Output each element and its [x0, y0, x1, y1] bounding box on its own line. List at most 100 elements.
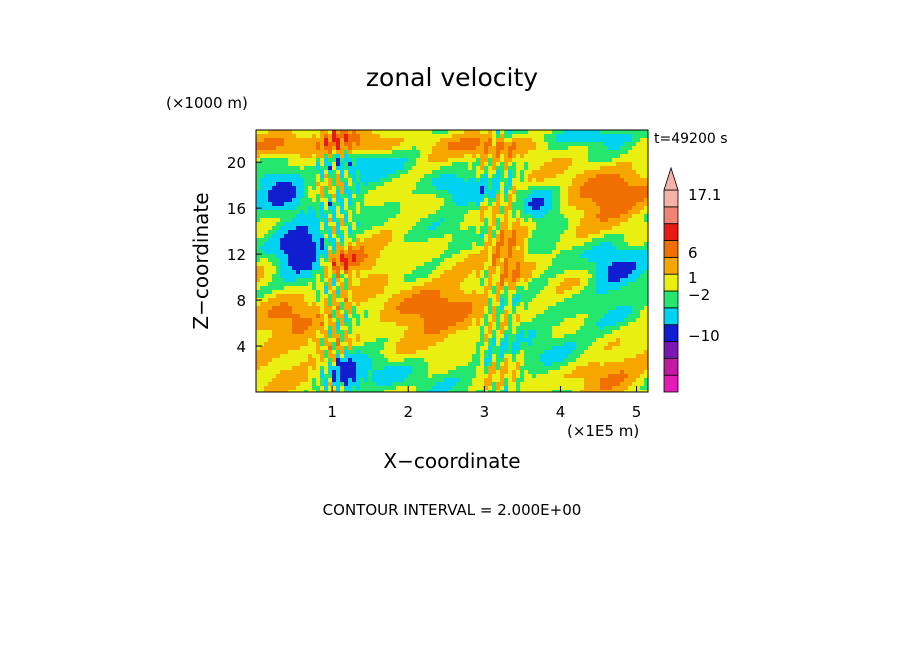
field-cell	[492, 182, 497, 187]
field-cell	[488, 218, 493, 223]
field-cell	[480, 318, 485, 323]
field-cell	[488, 282, 493, 287]
field-cell	[296, 214, 301, 219]
field-cell	[348, 246, 353, 251]
field-cell	[540, 314, 545, 319]
field-cell	[592, 318, 597, 323]
field-cell	[360, 242, 365, 247]
field-cell	[512, 166, 517, 171]
field-cell	[380, 270, 385, 275]
field-cell	[500, 278, 505, 283]
field-cell	[540, 278, 545, 283]
field-cell	[384, 138, 389, 143]
field-cell	[436, 206, 441, 211]
field-cell	[640, 322, 645, 327]
field-cell	[392, 150, 397, 155]
field-cell	[588, 278, 593, 283]
field-cell	[628, 190, 633, 195]
field-cell	[308, 134, 313, 139]
field-cell	[480, 194, 485, 199]
field-cell	[500, 182, 505, 187]
field-cell	[284, 254, 289, 259]
field-cell	[260, 278, 265, 283]
field-cell	[380, 218, 385, 223]
field-cell	[512, 274, 517, 279]
field-cell	[504, 286, 509, 291]
field-cell	[320, 202, 325, 207]
field-cell	[336, 206, 341, 211]
field-cell	[352, 138, 357, 143]
field-cell	[600, 266, 605, 271]
field-cell	[544, 190, 549, 195]
field-cell	[280, 322, 285, 327]
field-cell	[500, 258, 505, 263]
field-cell	[504, 162, 509, 167]
field-cell	[512, 246, 517, 251]
field-cell	[260, 138, 265, 143]
field-cell	[352, 310, 357, 315]
field-cell	[512, 174, 517, 179]
field-cell	[280, 290, 285, 295]
field-cell	[372, 322, 377, 327]
field-cell	[296, 182, 301, 187]
field-cell	[436, 262, 441, 267]
field-cell	[284, 218, 289, 223]
field-cell	[328, 178, 333, 183]
field-cell	[396, 302, 401, 307]
field-cell	[412, 138, 417, 143]
field-cell	[496, 314, 501, 319]
field-cell	[304, 226, 309, 231]
field-cell	[408, 182, 413, 187]
field-cell	[480, 242, 485, 247]
field-cell	[368, 186, 373, 191]
field-cell	[512, 202, 517, 207]
field-cell	[484, 218, 489, 223]
field-cell	[524, 222, 529, 227]
field-cell	[324, 262, 329, 267]
field-cell	[560, 146, 565, 151]
field-cell	[448, 242, 453, 247]
field-cell	[584, 150, 589, 155]
field-cell	[300, 146, 305, 151]
field-cell	[564, 302, 569, 307]
field-cell	[480, 186, 485, 191]
field-cell	[472, 162, 477, 167]
field-cell	[464, 282, 469, 287]
field-cell	[588, 154, 593, 159]
field-cell	[364, 202, 369, 207]
field-cell	[380, 198, 385, 203]
field-cell	[540, 254, 545, 259]
field-cell	[424, 158, 429, 163]
field-cell	[644, 150, 648, 155]
field-cell	[544, 282, 549, 287]
field-cell	[372, 194, 377, 199]
field-cell	[408, 330, 413, 335]
field-cell	[312, 282, 317, 287]
field-cell	[404, 258, 409, 263]
field-cell	[368, 166, 373, 171]
field-cell	[488, 230, 493, 235]
field-cell	[408, 210, 413, 215]
field-cell	[644, 174, 648, 179]
field-cell	[600, 130, 605, 135]
field-cell	[572, 230, 577, 235]
field-cell	[332, 162, 337, 167]
field-cell	[396, 282, 401, 287]
field-cell	[384, 202, 389, 207]
field-cell	[388, 134, 393, 139]
field-cell	[264, 146, 269, 151]
field-cell	[536, 246, 541, 251]
field-cell	[396, 258, 401, 263]
field-cell	[616, 190, 621, 195]
field-cell	[532, 306, 537, 311]
field-cell	[612, 278, 617, 283]
field-cell	[352, 314, 357, 319]
field-cell	[616, 150, 621, 155]
field-cell	[344, 250, 349, 255]
field-cell	[592, 158, 597, 163]
field-cell	[484, 250, 489, 255]
field-cell	[508, 254, 513, 259]
field-cell	[416, 302, 421, 307]
field-cell	[352, 294, 357, 299]
field-cell	[608, 234, 613, 239]
